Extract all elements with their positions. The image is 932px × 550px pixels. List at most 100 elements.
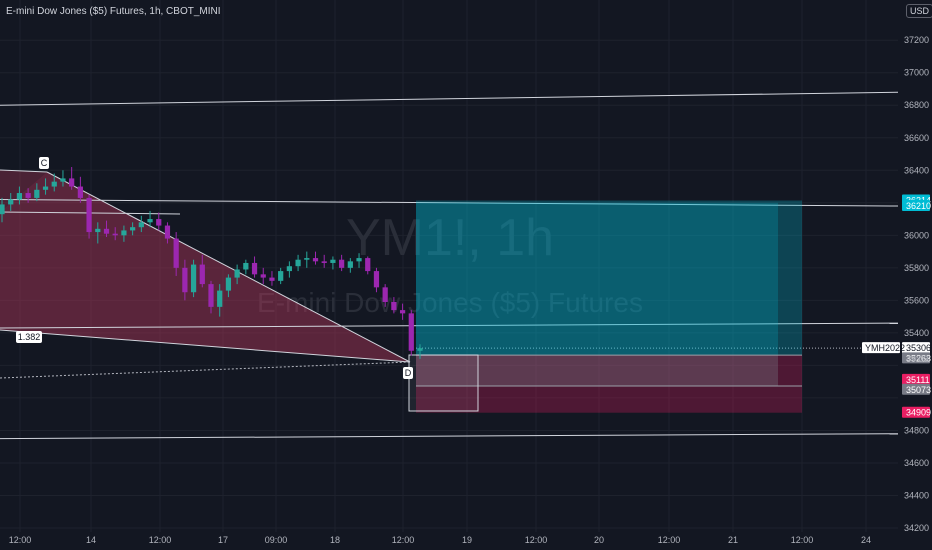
candle-body: [347, 261, 353, 268]
candles: [0, 167, 423, 359]
candle-body: [130, 227, 136, 231]
level-line: [0, 433, 899, 440]
candle-body: [373, 271, 380, 288]
candle-body: [356, 258, 362, 262]
long-position-tool[interactable]: [408, 200, 802, 413]
pattern-dotted-line: [0, 361, 411, 379]
candle-body: [365, 258, 371, 272]
pattern-leg-cd: [0, 172, 410, 362]
candle-body: [42, 186, 49, 190]
level-line: [0, 91, 899, 106]
horizontal-levels[interactable]: [0, 91, 899, 440]
candle-body: [103, 228, 110, 234]
watermark-name: E-mini Dow Jones ($5) Futures: [257, 287, 643, 318]
price-tick-label: 34200: [904, 523, 929, 533]
candle-body: [25, 193, 31, 198]
candle-body: [60, 178, 66, 182]
level-line: [0, 322, 899, 329]
time-tick-label: 12:00: [9, 535, 32, 545]
candle-body: [16, 193, 23, 200]
time-tick-label: 24: [861, 535, 871, 545]
grid-lines: [0, 0, 898, 532]
candle-body: [147, 219, 153, 223]
candle-body: [86, 197, 92, 233]
fib-ratio-marker: [16, 331, 42, 343]
point-c-marker: [39, 157, 49, 169]
point-c-label: C: [41, 158, 48, 168]
price-tag-label: 35306: [906, 343, 931, 353]
time-tick-label: 09:00: [265, 535, 288, 545]
candle-body: [417, 348, 423, 351]
entry-zone: [416, 355, 778, 387]
price-tick-label: 35600: [904, 295, 929, 305]
price-tag-label: 34909: [906, 408, 931, 418]
candle-body: [199, 264, 205, 285]
price-tag-label: 35263: [906, 353, 931, 363]
candle-body: [234, 269, 240, 278]
point-d-label: D: [405, 368, 412, 378]
price-axis[interactable]: 34200 34400 34600 34800 35400 35600 35800 36000…: [862, 35, 931, 533]
candle-body: [190, 264, 197, 293]
time-tick-label: 20: [594, 535, 604, 545]
price-tag-label: 35073: [906, 385, 931, 395]
candle-body: [77, 186, 83, 198]
loss-zone: [416, 355, 802, 413]
candle-body: [95, 228, 101, 233]
candle-body: [34, 189, 40, 198]
pattern-edge: [0, 169, 48, 173]
candle-body: [69, 178, 75, 187]
candle-body: [51, 181, 57, 187]
price-tag: [902, 406, 930, 418]
price-tag: [902, 342, 930, 354]
annotation-labels: C D 1.382: [16, 157, 413, 379]
candle-body: [408, 313, 414, 351]
price-tag: [902, 352, 930, 364]
price-tick-label: 37200: [904, 35, 929, 45]
time-tick-label: 21: [728, 535, 738, 545]
fib-ratio-label: 1.382: [18, 332, 41, 342]
currency-button[interactable]: USD: [906, 4, 932, 18]
profit-zone: [416, 200, 802, 356]
contract-tag: [862, 342, 900, 354]
time-tick-label: 12:00: [392, 535, 415, 545]
candle-body: [173, 238, 179, 268]
price-tick-label: 35400: [904, 328, 929, 338]
candle-body: [269, 277, 275, 281]
price-tick-label: 37000: [904, 68, 929, 78]
price-tick-label: 36600: [904, 133, 929, 143]
price-tick-label: 34400: [904, 490, 929, 500]
watermark-symbol: YM1!, 1h: [346, 209, 554, 267]
price-tick-label: 36000: [904, 230, 929, 240]
time-tick-label: 12:00: [149, 535, 172, 545]
candle-body: [382, 287, 388, 302]
candle-body: [208, 284, 214, 307]
time-tick-label: 17: [218, 535, 228, 545]
candle-body: [295, 259, 301, 267]
price-tag: [902, 383, 930, 395]
candle-body: [112, 233, 118, 236]
chart-title: E-mini Dow Jones ($5) Futures, 1h, CBOT_…: [6, 6, 221, 17]
time-tick-label: 18: [330, 535, 340, 545]
pattern-edge: [0, 329, 411, 363]
price-tag: [902, 200, 930, 212]
selection-box: [408, 354, 479, 412]
candle-body: [251, 262, 258, 275]
time-tick-label: 14: [86, 535, 96, 545]
price-tick-label: 34800: [904, 425, 929, 435]
candle-body: [0, 204, 5, 215]
watermark: YM1!, 1h E-mini Dow Jones ($5) Futures: [257, 209, 643, 318]
candle-body: [182, 267, 188, 293]
price-tick-label: 36400: [904, 165, 929, 175]
candle-body: [286, 266, 292, 272]
candle-body: [164, 225, 171, 239]
candle-body: [330, 259, 336, 263]
time-axis[interactable]: 12:00 14 12:00 17 09:00 18 12:00 19 12:00 20 12:00…: [9, 535, 871, 545]
candle-body: [225, 277, 232, 291]
profit-zone-inner: [416, 202, 778, 356]
pattern-edge: [46, 171, 411, 363]
time-tick-label: 12:00: [791, 535, 814, 545]
price-tick-label: 34600: [904, 458, 929, 468]
price-tag: [902, 373, 930, 385]
bar-countdown: 49:03: [906, 354, 929, 364]
